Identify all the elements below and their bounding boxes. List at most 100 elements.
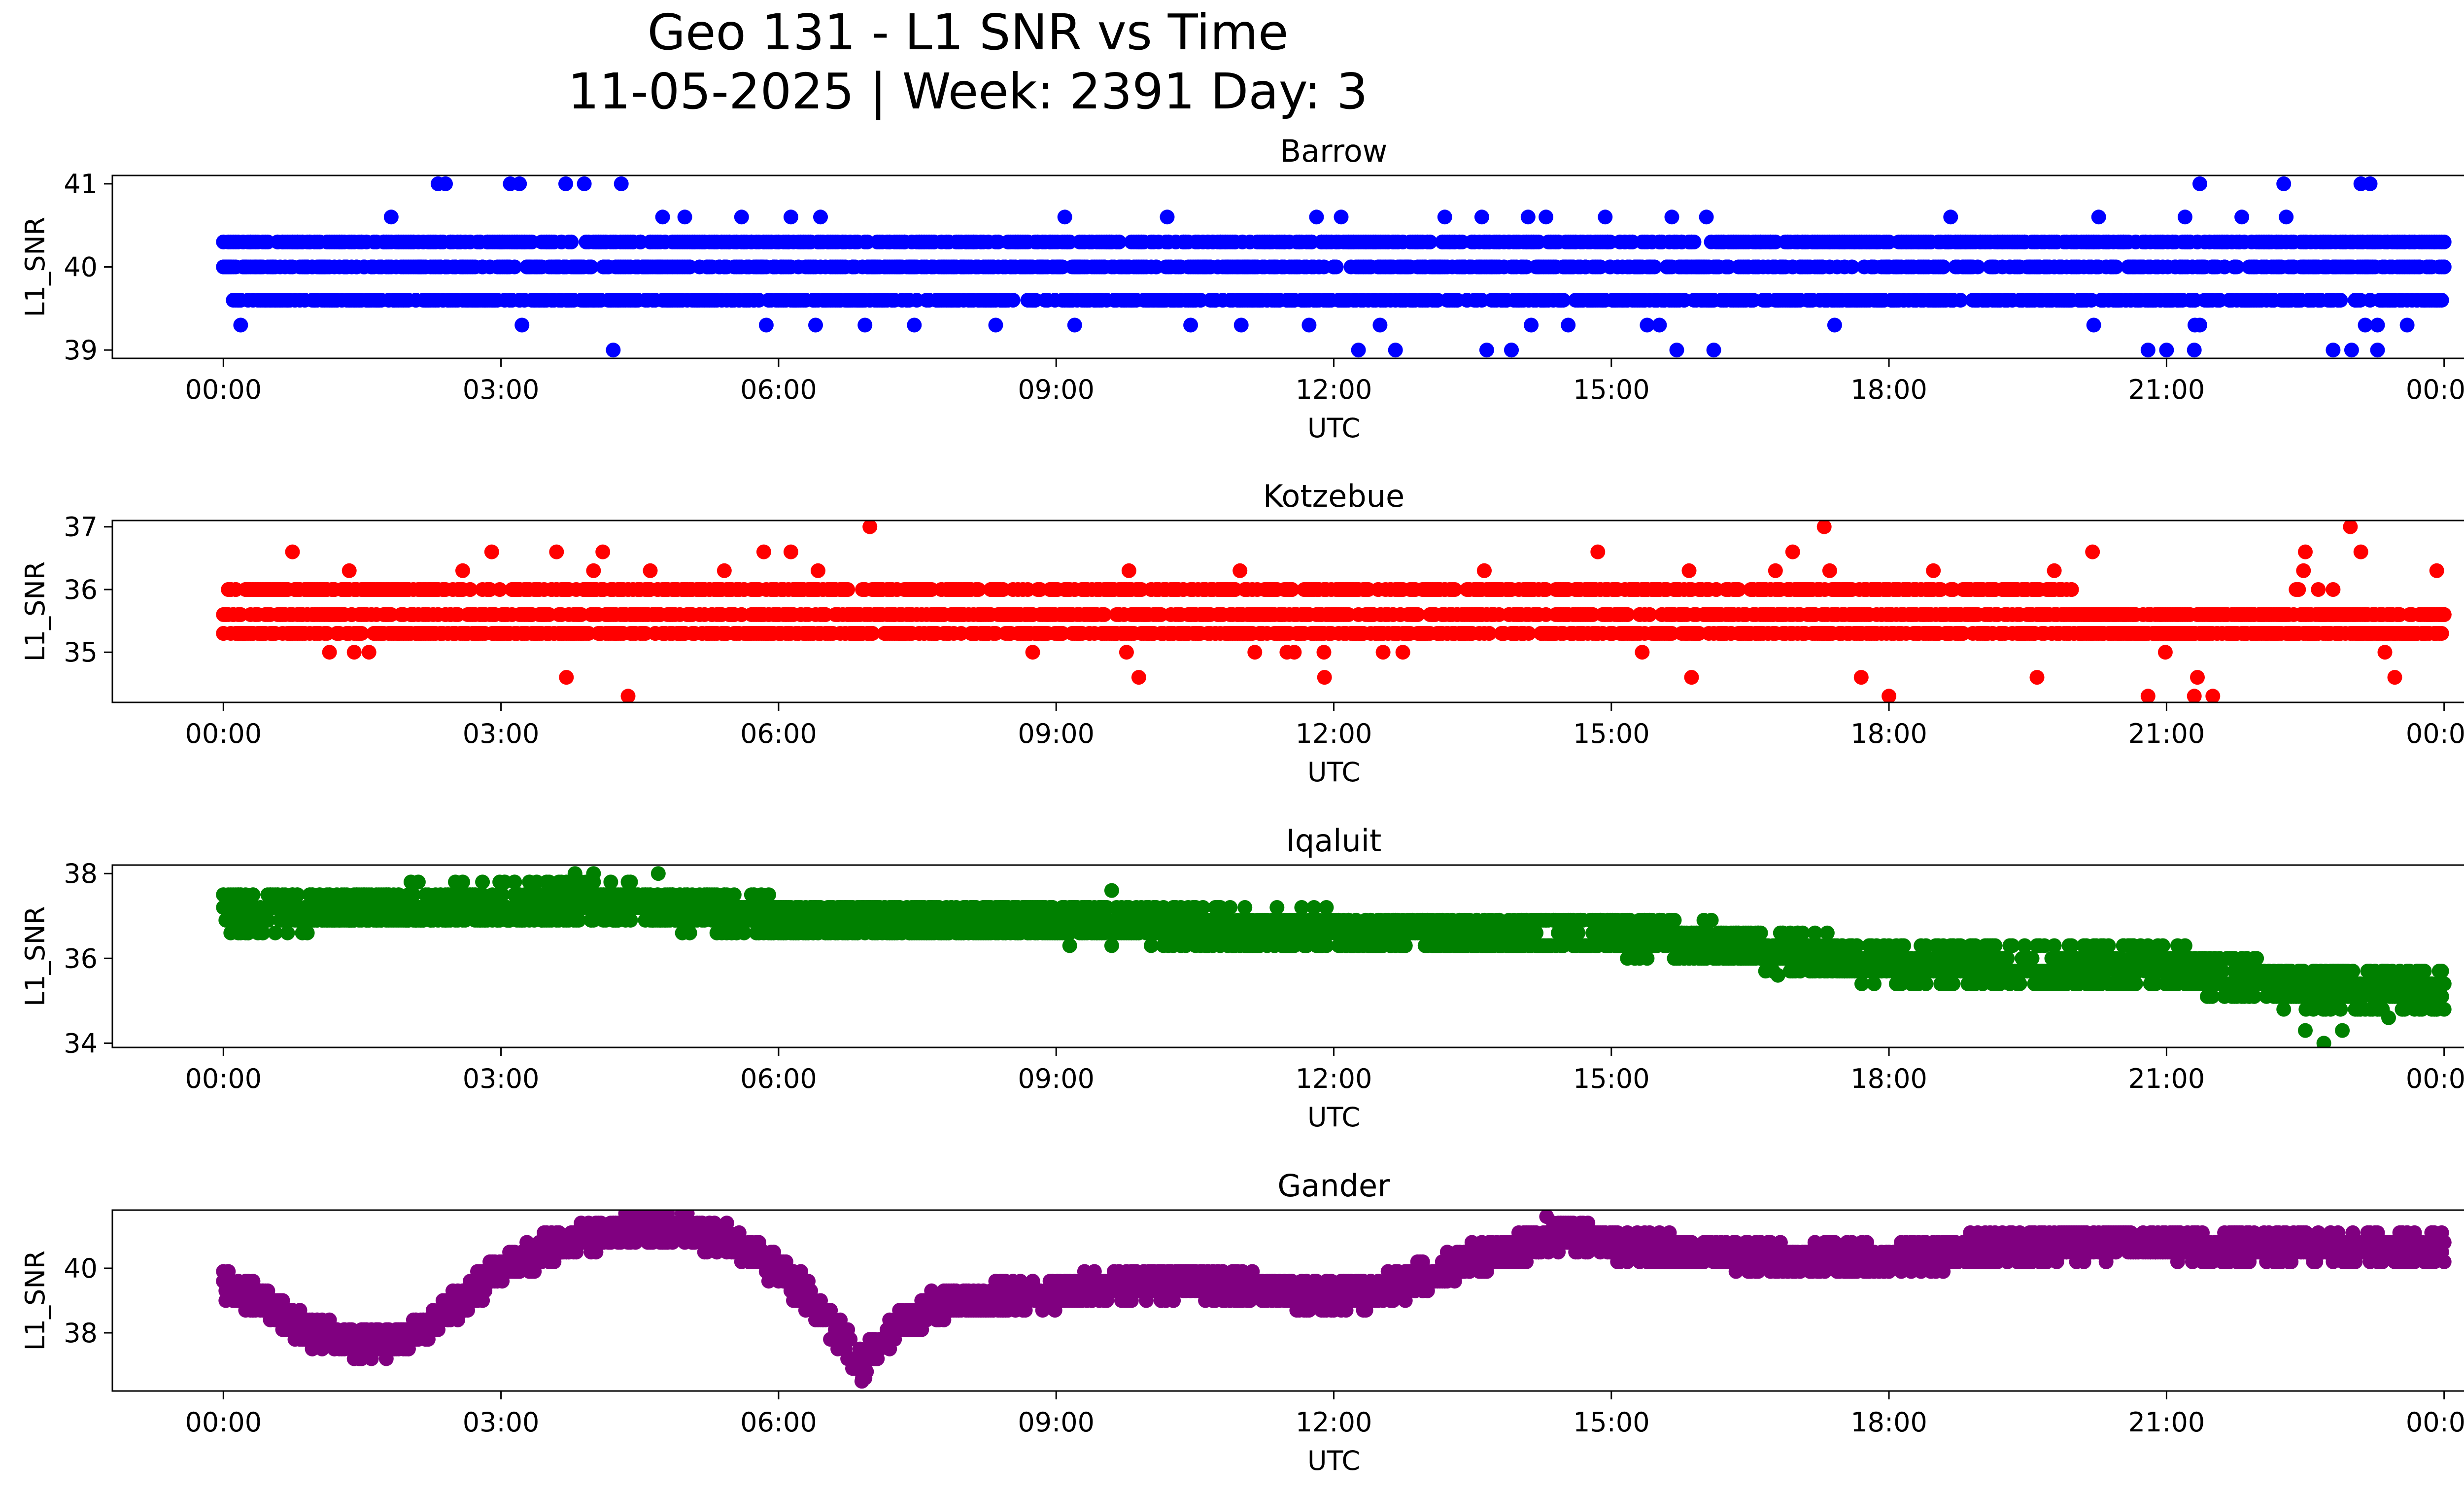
scatter-point bbox=[1422, 234, 1437, 249]
scatter-point bbox=[564, 234, 579, 249]
scatter-point bbox=[1539, 209, 1554, 225]
scatter-point bbox=[1936, 259, 1951, 275]
panel-title: Kotzebue bbox=[1263, 478, 1404, 514]
scatter-point bbox=[1845, 259, 1859, 275]
scatter-point bbox=[1706, 343, 1721, 358]
scatter-point bbox=[455, 563, 470, 578]
scatter-point bbox=[342, 563, 357, 578]
scatter-point bbox=[655, 209, 670, 225]
scatter-point bbox=[1005, 293, 1021, 308]
scatter-point bbox=[507, 259, 522, 275]
scatter-point bbox=[862, 521, 878, 534]
scatter-point-outlier bbox=[558, 176, 573, 191]
y-axis-label: L1_SNR bbox=[20, 561, 51, 662]
scatter-point bbox=[1437, 209, 1452, 225]
scatter-point bbox=[2091, 209, 2106, 225]
scatter-point bbox=[2086, 317, 2101, 333]
scatter-point bbox=[346, 645, 362, 660]
x-tick-label: 18:00 bbox=[1850, 718, 1927, 749]
figure-title-line2: 11-05-2025 | Week: 2391 Day: 3 bbox=[568, 63, 1368, 120]
x-axis-label: UTC bbox=[1307, 413, 1360, 444]
scatter-point bbox=[1640, 317, 1655, 333]
scatter-point bbox=[643, 563, 658, 578]
x-tick-label: 12:00 bbox=[1296, 718, 1372, 749]
scatter-point bbox=[1521, 626, 1537, 641]
scatter-point bbox=[354, 626, 369, 641]
x-tick-label: 00:00 bbox=[2406, 374, 2464, 405]
x-tick-label: 15:00 bbox=[1573, 718, 1650, 749]
scatter-point bbox=[1247, 645, 1263, 660]
y-tick-label: 37 bbox=[64, 512, 98, 543]
scatter-point bbox=[865, 626, 880, 641]
scatter-point bbox=[1652, 317, 1667, 333]
scatter-point bbox=[1620, 607, 1635, 622]
scatter-point-outlier bbox=[512, 176, 527, 191]
scatter-point-outlier bbox=[2326, 343, 2341, 358]
scatter-point-outlier bbox=[2187, 343, 2202, 358]
scatter-point bbox=[1476, 563, 1492, 578]
scatter-point bbox=[2279, 209, 2294, 225]
x-tick-label: 00:00 bbox=[2406, 718, 2464, 749]
scatter-point bbox=[463, 582, 478, 597]
scatter-point bbox=[1334, 209, 1349, 225]
scatter-point bbox=[971, 582, 986, 597]
scatter-point-outlier bbox=[2140, 343, 2156, 358]
scatter-point-outlier bbox=[2159, 343, 2174, 358]
scatter-point bbox=[1131, 670, 1146, 685]
x-tick-label: 12:00 bbox=[1296, 374, 1372, 405]
scatter-point bbox=[840, 582, 856, 597]
scatter-point-outlier bbox=[577, 176, 592, 191]
scatter-point bbox=[857, 317, 873, 333]
scatter-point bbox=[811, 563, 825, 578]
scatter-point bbox=[1067, 317, 1082, 333]
scatter-point bbox=[2333, 293, 2348, 308]
scatter-point bbox=[1642, 607, 1657, 622]
scatter-point bbox=[361, 645, 376, 660]
scatter-point bbox=[1556, 293, 1571, 308]
scatter-point bbox=[783, 209, 798, 225]
scatter-point bbox=[1301, 317, 1317, 333]
scatter-point bbox=[1943, 209, 1958, 225]
scatter-point bbox=[2358, 317, 2373, 333]
scatter-point bbox=[2229, 259, 2245, 275]
scatter-point-outlier bbox=[2362, 176, 2378, 191]
scatter-point bbox=[1684, 670, 1699, 685]
scatter-point bbox=[583, 259, 599, 275]
scatter-point-outlier bbox=[614, 176, 629, 191]
scatter-point bbox=[1121, 563, 1136, 578]
scatter-point bbox=[1669, 343, 1684, 358]
scatter-point bbox=[2436, 234, 2452, 249]
scatter-point bbox=[2370, 317, 2385, 333]
scatter-point bbox=[383, 209, 399, 225]
x-axis-label: UTC bbox=[1307, 757, 1360, 788]
scatter-point bbox=[1474, 209, 1489, 225]
scatter-point bbox=[2192, 317, 2207, 333]
x-tick-label: 03:00 bbox=[463, 374, 540, 405]
scatter-point bbox=[1953, 293, 1968, 308]
scatter-point bbox=[1119, 645, 1134, 660]
scatter-point bbox=[1681, 563, 1697, 578]
scatter-point bbox=[1504, 343, 1519, 358]
scatter-point bbox=[586, 563, 601, 578]
x-tick-label: 06:00 bbox=[740, 718, 817, 749]
scatter-point bbox=[677, 209, 692, 225]
scatter-point bbox=[1785, 544, 1800, 559]
x-tick-label: 15:00 bbox=[1573, 374, 1650, 405]
scatter-point bbox=[1316, 645, 1332, 660]
scatter-point bbox=[2434, 293, 2449, 308]
y-tick-label: 36 bbox=[64, 574, 98, 605]
scatter-point bbox=[2192, 176, 2207, 191]
scatter-point bbox=[1388, 343, 1403, 358]
scatter-point bbox=[717, 563, 732, 578]
axes-frame bbox=[111, 174, 2464, 359]
scatter-point bbox=[492, 582, 508, 597]
y-tick-label: 40 bbox=[64, 252, 98, 283]
scatter-point-outlier bbox=[438, 176, 453, 191]
scatter-point-outlier bbox=[2177, 209, 2192, 225]
scatter-point bbox=[1395, 645, 1410, 660]
scatter-point bbox=[756, 544, 771, 559]
scatter-point bbox=[907, 317, 922, 333]
scatter-point-outlier bbox=[2344, 343, 2359, 358]
scatter-point bbox=[1590, 544, 1606, 559]
